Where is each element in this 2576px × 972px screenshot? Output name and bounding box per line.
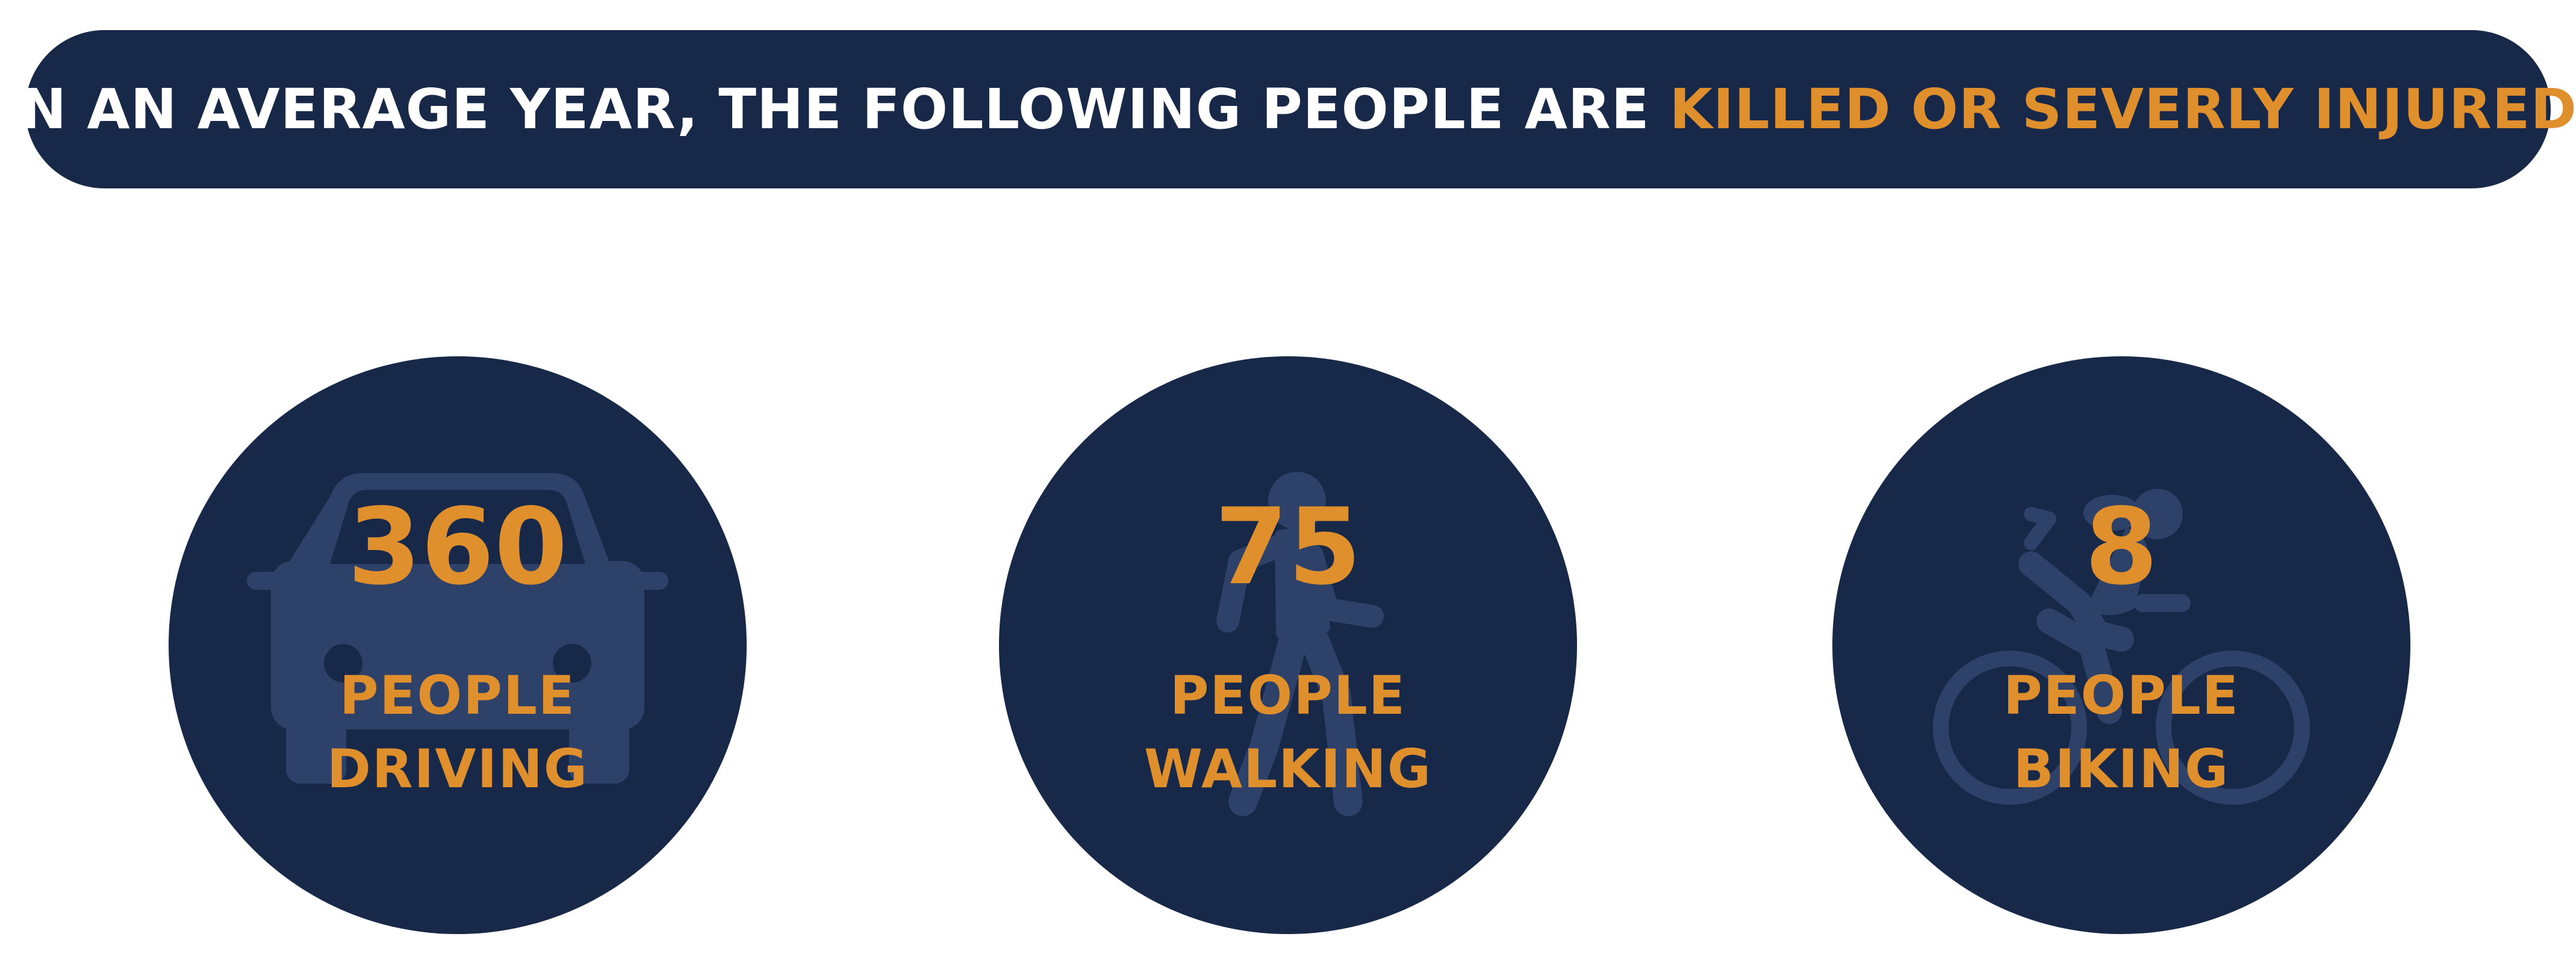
stat-circle-driving: 360 PEOPLE DRIVING	[169, 356, 747, 934]
header-prefix: IN AN AVERAGE YEAR, THE FOLLOWING PEOPLE…	[0, 77, 1670, 141]
stat-circle-walking: 75 PEOPLE WALKING	[999, 356, 1577, 934]
stat-number: 75	[1215, 486, 1361, 608]
cyclist-icon	[1933, 489, 2310, 805]
stat-label-line2: WALKING	[1143, 738, 1433, 800]
pedestrian-icon	[1216, 472, 1384, 816]
stat-number: 8	[2085, 486, 2158, 608]
header-title: IN AN AVERAGE YEAR, THE FOLLOWING PEOPLE…	[0, 77, 2576, 141]
stat-label-line1: PEOPLE	[339, 664, 576, 726]
header-highlight: KILLED OR SEVERLY INJURED	[1669, 77, 2576, 141]
header-banner: IN AN AVERAGE YEAR, THE FOLLOWING PEOPLE…	[0, 30, 2576, 188]
car-icon	[247, 473, 668, 784]
stat-label-line2: BIKING	[2013, 738, 2230, 800]
stat-label-line1: PEOPLE	[2003, 664, 2240, 726]
stat-label-line1: PEOPLE	[1169, 664, 1407, 726]
stat-label-line2: DRIVING	[326, 738, 589, 800]
stat-circle-biking: 8 PEOPLE BIKING	[1832, 356, 2410, 934]
stat-number: 360	[347, 486, 568, 608]
